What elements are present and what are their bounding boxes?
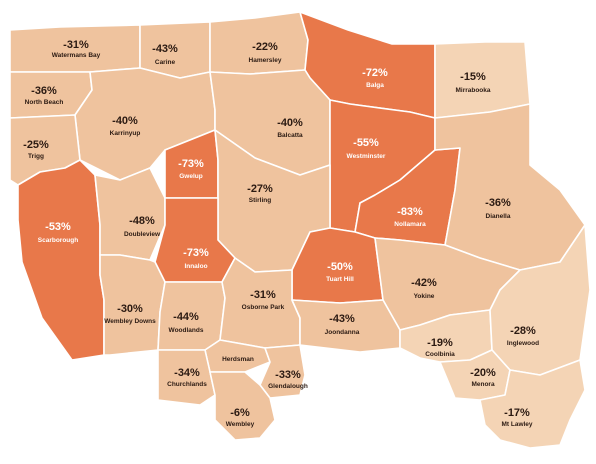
name-label-karrinyup: Karrinyup [110, 130, 141, 137]
name-label-mirrabooka: Mirrabooka [455, 87, 490, 94]
pct-label-karrinyup: -40% [112, 115, 138, 127]
pct-label-innaloo: -73% [183, 247, 209, 259]
suburb-labels: -31%Watermans Bay-43%Carine-22%Hamersley… [23, 39, 539, 428]
name-label-wembley-downs: Wembley Downs [104, 318, 156, 325]
pct-label-menora: -20% [470, 367, 496, 379]
pct-label-tuart-hill: -50% [327, 261, 353, 273]
pct-label-dianella: -36% [485, 197, 511, 209]
name-label-north-beach: North Beach [25, 99, 64, 106]
pct-label-mt-lawley: -17% [504, 407, 530, 419]
name-label-menora: Menora [471, 381, 495, 388]
name-label-balcatta: Balcatta [277, 132, 303, 139]
name-label-hamersley: Hamersley [249, 57, 282, 64]
name-label-woodlands: Woodlands [169, 327, 204, 334]
pct-label-balcatta: -40% [277, 117, 303, 129]
region-scarborough[interactable] [17, 159, 105, 361]
name-label-wembley: Wembley [226, 421, 255, 428]
name-label-mt-lawley: Mt Lawley [501, 421, 532, 428]
pct-label-woodlands: -44% [173, 311, 199, 323]
pct-label-scarborough: -53% [45, 221, 71, 233]
name-label-churchlands: Churchlands [167, 381, 207, 388]
pct-label-carine: -43% [152, 43, 178, 55]
pct-label-osborne-park: -31% [250, 289, 276, 301]
pct-label-churchlands: -34% [174, 367, 200, 379]
pct-label-nollamara: -83% [397, 206, 423, 218]
name-label-glendalough: Glendalough [268, 383, 308, 390]
name-label-coolbinia: Coolbinia [425, 351, 455, 358]
name-label-nollamara: Nollamara [394, 221, 426, 228]
pct-label-balga: -72% [362, 67, 388, 79]
region-osborne-park[interactable] [219, 257, 301, 349]
name-label-dianella: Dianella [486, 213, 511, 220]
pct-label-inglewood: -28% [510, 325, 536, 337]
name-label-doubleview: Doubleview [124, 231, 161, 238]
name-label-westminster: Westminster [347, 153, 386, 160]
name-label-osborne-park: Osborne Park [242, 304, 285, 311]
name-label-scarborough: Scarborough [38, 237, 78, 244]
suburb-regions [9, 11, 591, 449]
pct-label-gwelup: -73% [178, 158, 204, 170]
pct-label-hamersley: -22% [252, 41, 278, 53]
pct-label-doubleview: -48% [129, 215, 155, 227]
name-label-trigg: Trigg [28, 153, 44, 160]
pct-label-watermans-bay: -31% [63, 39, 89, 51]
name-label-yokine: Yokine [414, 293, 435, 300]
region-dianella[interactable] [434, 103, 586, 271]
name-label-inglewood: Inglewood [507, 340, 539, 347]
pct-label-yokine: -42% [411, 277, 437, 289]
pct-label-westminster: -55% [353, 137, 379, 149]
region-mt-lawley[interactable] [479, 359, 586, 449]
name-label-innaloo: Innaloo [184, 263, 207, 270]
region-doubleview[interactable] [94, 167, 166, 261]
pct-label-stirling: -27% [247, 183, 273, 195]
name-label-stirling: Stirling [249, 197, 271, 204]
name-label-gwelup: Gwelup [179, 173, 203, 180]
pct-label-coolbinia: -19% [427, 337, 453, 349]
region-joondanna[interactable] [291, 299, 401, 353]
name-label-herdsman: Herdsman [222, 356, 254, 363]
pct-label-glendalough: -33% [275, 369, 301, 381]
name-label-balga: Balga [366, 82, 384, 89]
name-label-joondanna: Joondanna [325, 329, 360, 336]
pct-label-mirrabooka: -15% [460, 71, 486, 83]
name-label-carine: Carine [155, 59, 176, 66]
pct-label-trigg: -25% [23, 139, 49, 151]
pct-label-wembley-downs: -30% [117, 303, 143, 315]
name-label-tuart-hill: Tuart Hill [326, 276, 354, 283]
pct-label-joondanna: -43% [329, 313, 355, 325]
region-wembley[interactable] [209, 371, 276, 441]
pct-label-north-beach: -36% [31, 85, 57, 97]
name-label-watermans-bay: Watermans Bay [52, 52, 101, 59]
region-glendalough[interactable] [259, 344, 306, 399]
pct-label-wembley: -6% [230, 407, 250, 419]
